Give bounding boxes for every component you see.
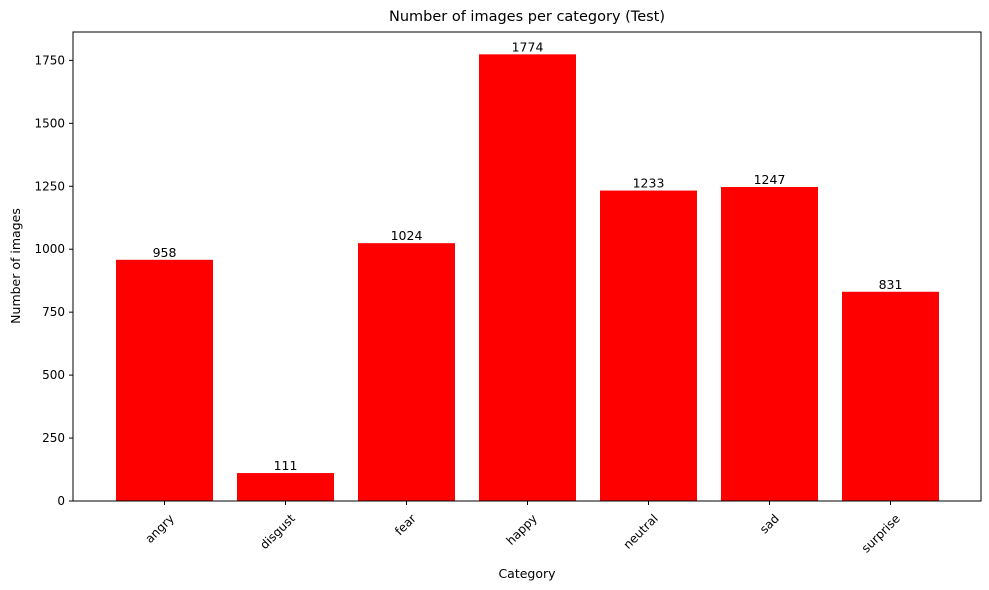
bar-sad — [721, 187, 818, 501]
y-tick-label-1500: 1500 — [34, 116, 65, 130]
data-label-disgust: 111 — [274, 458, 298, 473]
y-axis-label: Number of images — [8, 208, 23, 324]
x-tick-label-happy: happy — [504, 511, 540, 547]
y-tick-label-1250: 1250 — [34, 179, 65, 193]
chart-title: Number of images per category (Test) — [389, 9, 665, 25]
data-label-neutral: 1233 — [633, 176, 665, 191]
bar-surprise — [842, 291, 939, 501]
x-tick-label-neutral: neutral — [621, 511, 661, 551]
bar-happy — [479, 54, 576, 501]
x-axis-label: Category — [498, 566, 556, 581]
bar-angry — [116, 259, 213, 501]
y-tick-label-250: 250 — [42, 431, 65, 445]
x-tick-label-fear: fear — [392, 511, 419, 538]
x-tick-label-surprise: surprise — [859, 511, 903, 555]
data-label-sad: 1247 — [754, 172, 786, 187]
y-tick-label-500: 500 — [42, 368, 65, 382]
data-label-angry: 958 — [153, 245, 177, 260]
data-label-happy: 1774 — [512, 39, 544, 54]
x-tick-label-sad: sad — [757, 511, 782, 536]
bar-disgust — [237, 473, 334, 501]
y-tick-label-0: 0 — [57, 494, 65, 508]
y-axis: 0 250 500 750 1000 1250 1500 1750 — [34, 53, 73, 508]
x-tick-label-disgust: disgust — [257, 511, 298, 552]
bars-group — [116, 54, 939, 501]
x-axis: angry disgust fear happy neutral sad surprise — [142, 501, 903, 556]
data-label-surprise: 831 — [879, 277, 903, 292]
y-tick-label-750: 750 — [42, 305, 65, 319]
bar-fear — [358, 243, 455, 501]
data-label-fear: 1024 — [391, 228, 423, 243]
data-labels-group: 958 111 1024 1774 1233 1247 831 — [153, 39, 903, 473]
bar-neutral — [600, 190, 697, 501]
y-tick-label-1000: 1000 — [34, 242, 65, 256]
x-tick-label-angry: angry — [142, 511, 176, 545]
plot-frame — [72, 31, 982, 502]
y-tick-label-1750: 1750 — [34, 53, 65, 67]
